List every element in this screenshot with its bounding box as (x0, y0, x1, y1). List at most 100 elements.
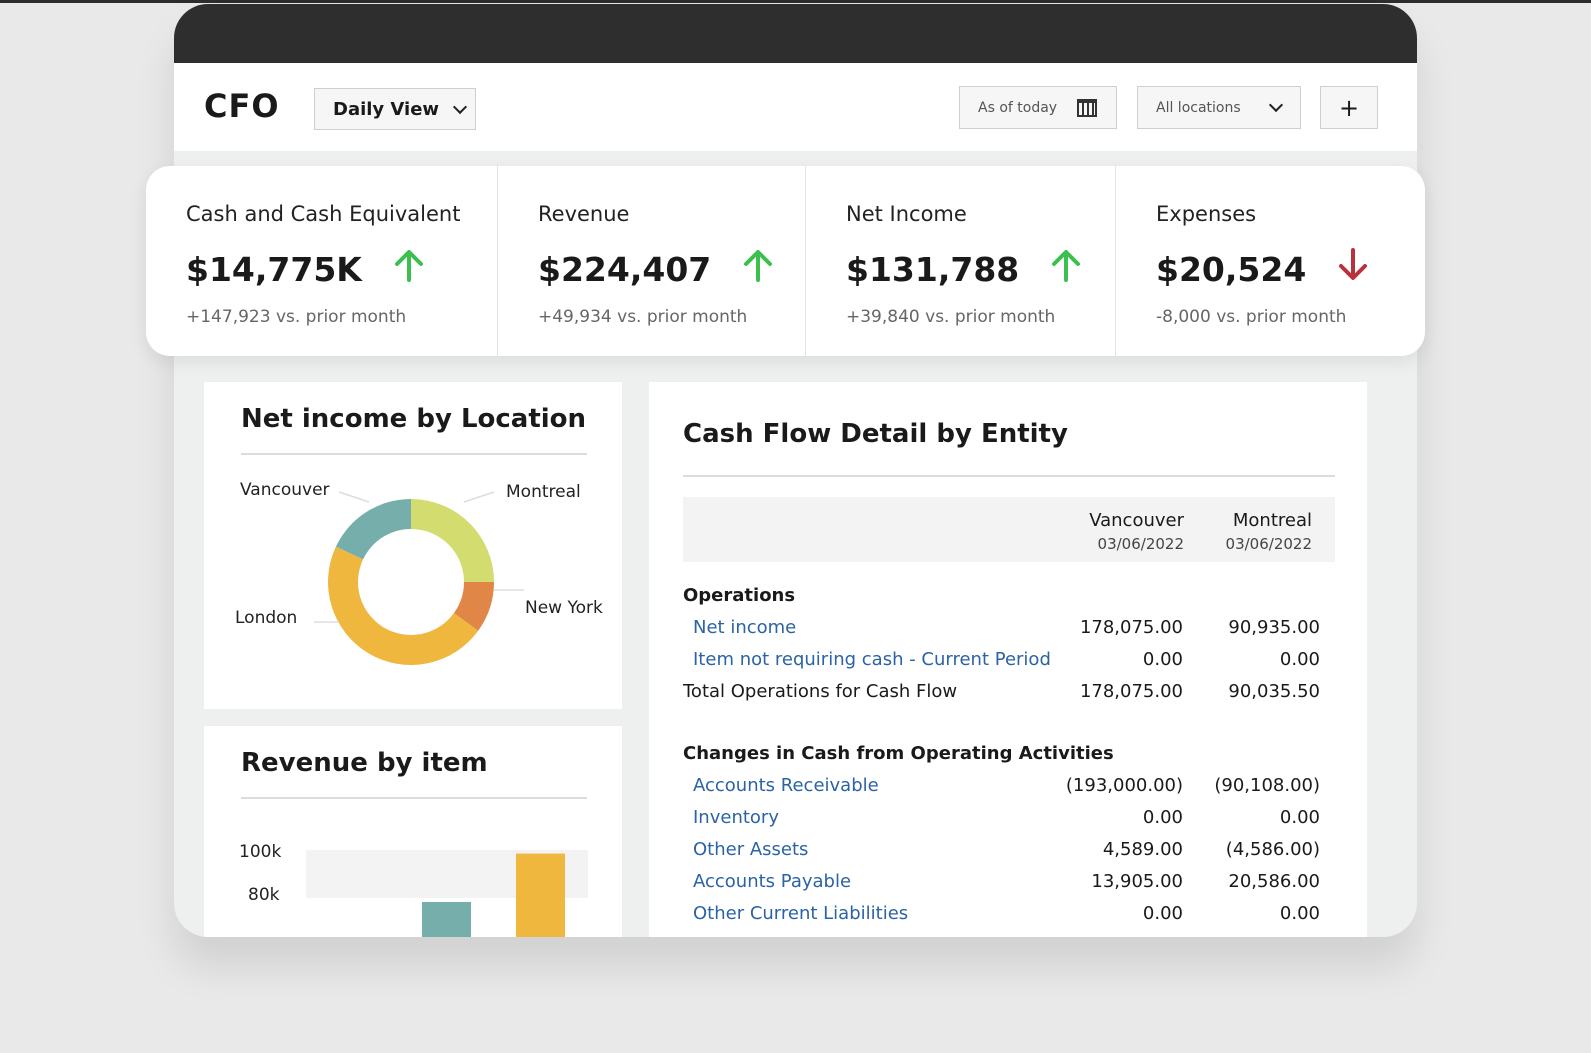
bar-chart (306, 850, 588, 937)
card-title: Revenue by item (241, 748, 488, 778)
plus-icon: + (1338, 93, 1360, 122)
pie-label-montreal: Montreal (506, 482, 581, 502)
card-title: Cash Flow Detail by Entity (683, 419, 1068, 449)
table-row: Accounts Receivable (193,000.00) (90,108.0… (683, 775, 1335, 803)
kpi-value: $14,775K (186, 248, 426, 290)
location-select-label: All locations (1156, 99, 1241, 116)
table-row: Net income 178,075.00 90,935.00 (683, 617, 1335, 645)
row-label[interactable]: Item not requiring cash - Current Period (693, 649, 1051, 670)
table-row: Accounts Payable 13,905.00 20,586.00 (683, 871, 1335, 899)
kpi-label: Net Income (846, 202, 967, 226)
pie-label-london: London (235, 608, 298, 628)
table-row: Other Current Liabilities 0.00 0.00 (683, 903, 1335, 931)
kpi-expenses: Expenses $20,524 -8,000 vs. prior month (1116, 166, 1425, 356)
date-button-label: As of today (978, 99, 1058, 116)
cash-flow-card: Cash Flow Detail by Entity Vancouver 03/… (649, 382, 1367, 937)
value-montreal: 0.00 (1279, 649, 1320, 670)
table-row: Other Assets 4,589.00 (4,586.00) (683, 839, 1335, 867)
kpi-delta: +49,934 vs. prior month (538, 307, 748, 327)
y-tick-label: 100k (239, 842, 282, 862)
brand-logo: CFO (204, 87, 280, 125)
value-montreal: (4,586.00) (1225, 839, 1320, 860)
window-titlebar (174, 4, 1417, 63)
value-vancouver: 13,905.00 (1091, 871, 1183, 892)
value-montreal: 20,586.00 (1228, 871, 1320, 892)
chevron-down-icon (1268, 97, 1283, 113)
bar (422, 902, 471, 937)
kpi-value: $20,524 (1156, 248, 1370, 290)
value-montreal: (90,108.00) (1214, 775, 1320, 796)
arrow-down-icon (1336, 248, 1370, 290)
section-title: Operations (683, 585, 796, 606)
column-header-montreal: Montreal 03/06/2022 (1162, 510, 1312, 553)
date-button[interactable]: As of today (959, 86, 1117, 129)
table-header: Vancouver 03/06/2022 Montreal 03/06/2022 (683, 497, 1335, 562)
leader-line (338, 491, 370, 503)
bar (516, 853, 565, 937)
kpi-amount: $131,788 (846, 249, 1020, 289)
column-date: 03/06/2022 (1097, 535, 1184, 553)
kpi-amount: $20,524 (1156, 249, 1307, 289)
donut-chart (314, 491, 524, 665)
table-row: Inventory 0.00 0.00 (683, 807, 1335, 835)
y-tick-label: 80k (248, 885, 280, 905)
value-montreal: 90,035.50 (1228, 681, 1320, 702)
row-label[interactable]: Inventory (693, 807, 779, 828)
view-select[interactable]: Daily View (314, 88, 476, 130)
value-montreal: 0.00 (1279, 903, 1320, 924)
kpi-revenue: Revenue $224,407 +49,934 vs. prior month (498, 166, 806, 356)
kpi-label: Cash and Cash Equivalent (186, 202, 461, 226)
pie-label-new-york: New York (525, 598, 603, 618)
kpi-bar: Cash and Cash Equivalent $14,775K +147,9… (146, 166, 1425, 356)
divider (241, 797, 587, 799)
section-title: Changes in Cash from Operating Activitie… (683, 743, 1114, 764)
chevron-down-icon (452, 99, 468, 114)
value-vancouver: (193,000.00) (1065, 775, 1183, 796)
kpi-label: Revenue (538, 202, 630, 226)
pie-slice-vancouver (335, 499, 411, 560)
row-label[interactable]: Net income (693, 617, 797, 638)
column-date: 03/06/2022 (1225, 535, 1312, 553)
row-label[interactable]: Other Assets (693, 839, 809, 860)
pie-label-vancouver: Vancouver (240, 480, 330, 500)
table-row: Total Operations for Cash Flow 178,075.00… (683, 681, 1335, 709)
top-edge (0, 0, 1591, 3)
pie-slice-montreal (411, 499, 494, 582)
view-select-label: Daily View (333, 98, 440, 120)
row-label[interactable]: Other Current Liabilities (693, 903, 909, 924)
row-label[interactable]: Accounts Payable (693, 871, 852, 892)
value-vancouver: 4,589.00 (1102, 839, 1183, 860)
revenue-card: Revenue by item 100k 80k (204, 726, 622, 937)
column-header-vancouver: Vancouver 03/06/2022 (1034, 510, 1184, 553)
kpi-value: $131,788 (846, 248, 1083, 290)
value-vancouver: 0.00 (1142, 903, 1183, 924)
kpi-net-income: Net Income $131,788 +39,840 vs. prior mo… (806, 166, 1116, 356)
value-vancouver: 178,075.00 (1079, 617, 1183, 638)
value-vancouver: 178,075.00 (1079, 681, 1183, 702)
app-window: CFO Daily View As of today All locations… (174, 4, 1417, 937)
table-row: Item not requiring cash - Current Period… (683, 649, 1335, 677)
column-name: Montreal (1232, 510, 1312, 531)
row-label: Total Operations for Cash Flow (683, 681, 958, 702)
kpi-amount: $224,407 (538, 249, 712, 289)
column-name: Vancouver (1089, 510, 1184, 531)
value-vancouver: 0.00 (1142, 807, 1183, 828)
row-label[interactable]: Accounts Receivable (693, 775, 879, 796)
pie-slice-london (328, 546, 479, 665)
divider (241, 453, 587, 455)
calendar-icon (1077, 98, 1098, 117)
arrow-up-icon (392, 248, 426, 290)
kpi-value: $224,407 (538, 248, 775, 290)
value-montreal: 90,935.00 (1228, 617, 1320, 638)
leader-line (463, 491, 495, 503)
arrow-up-icon (741, 248, 775, 290)
card-title: Net income by Location (241, 404, 587, 434)
location-select[interactable]: All locations (1137, 86, 1301, 129)
app-header: CFO Daily View As of today All locations… (174, 63, 1417, 151)
kpi-delta: -8,000 vs. prior month (1156, 307, 1347, 327)
arrow-up-icon (1049, 248, 1083, 290)
add-button[interactable]: + (1320, 86, 1378, 129)
value-vancouver: 0.00 (1142, 649, 1183, 670)
net-income-card: Net income by Location Vancouver Montrea… (204, 382, 622, 709)
kpi-delta: +39,840 vs. prior month (846, 307, 1056, 327)
